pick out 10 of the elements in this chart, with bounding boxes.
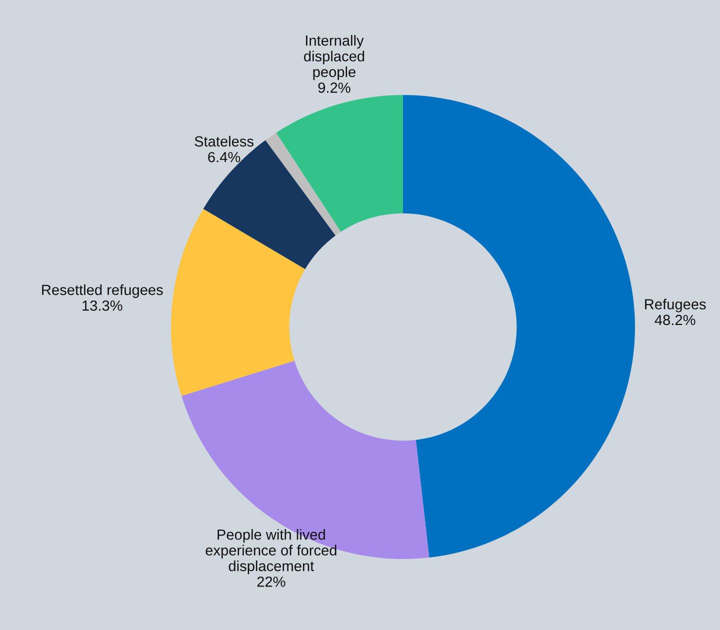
donut-slice [265, 132, 341, 236]
slice-label: Resettled refugees 13.3% [42, 284, 163, 311]
donut-slice [171, 208, 306, 396]
slice-label: Stateless 6.4% [194, 136, 254, 162]
donut-slice [403, 95, 635, 558]
slice-label: Internally displaced people 9.2% [304, 35, 364, 93]
slice-label: People with lived experience of forced displacement 22% [206, 529, 336, 587]
slice-label: Refugees 48.2% [645, 298, 706, 326]
donut-slice [181, 360, 430, 559]
donut-slice [276, 95, 403, 232]
